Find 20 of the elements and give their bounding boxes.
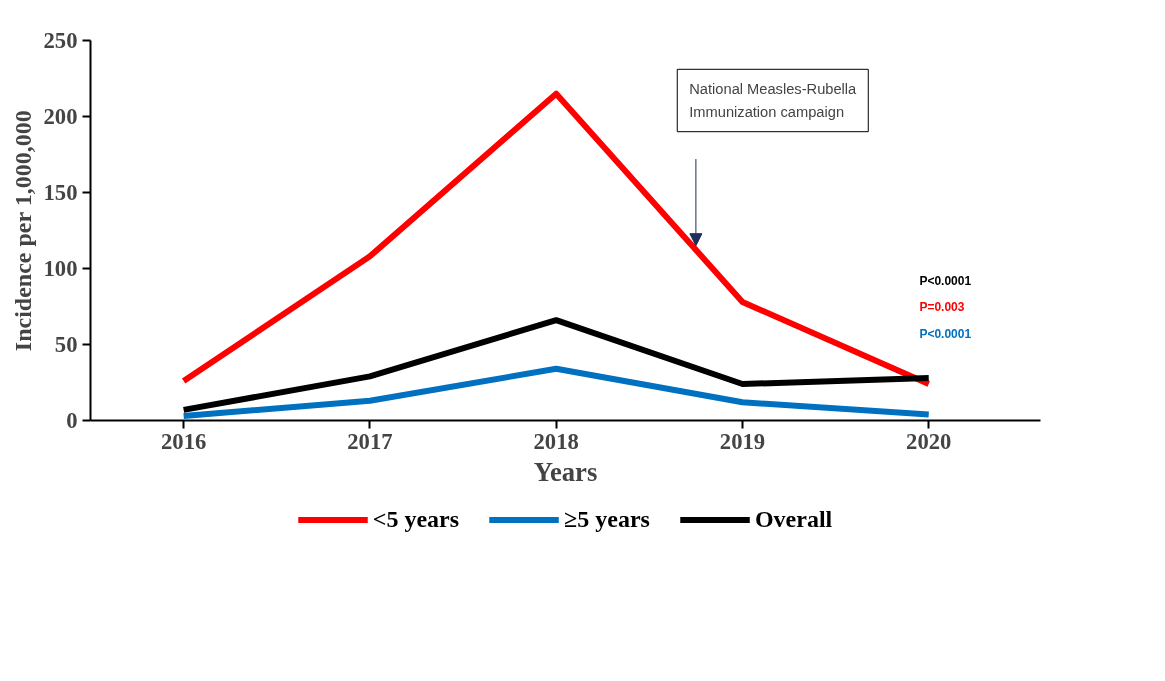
legend-label: Overall (754, 505, 833, 533)
x-axis-title: Years (533, 456, 598, 487)
legend-label: <5 years (372, 505, 460, 533)
y-axis-title: Incidence per 1,000,000 (9, 110, 36, 352)
annotation: P=0.003 (919, 300, 965, 315)
y-tick-label: 200 (43, 104, 78, 129)
y-tick-label: 0 (66, 408, 78, 433)
annotation: P<0.0001 (919, 327, 972, 342)
x-tick-label: 2019 (719, 428, 766, 454)
annotation: National Measles-Rubella Immunization campaign (689, 81, 858, 120)
x-tick-label: 2016 (160, 428, 207, 454)
annotation: P<0.0001 (919, 274, 972, 289)
legend-label: ≥5 years (564, 505, 650, 533)
y-tick-label: 250 (43, 28, 78, 53)
y-tick-label: 50 (54, 332, 78, 357)
y-tick-label: 150 (43, 180, 78, 205)
y-tick-label: 100 (43, 256, 78, 281)
x-tick-label: 2018 (533, 428, 579, 454)
x-tick-label: 2020 (906, 428, 952, 454)
x-tick-label: 2017 (347, 428, 393, 454)
